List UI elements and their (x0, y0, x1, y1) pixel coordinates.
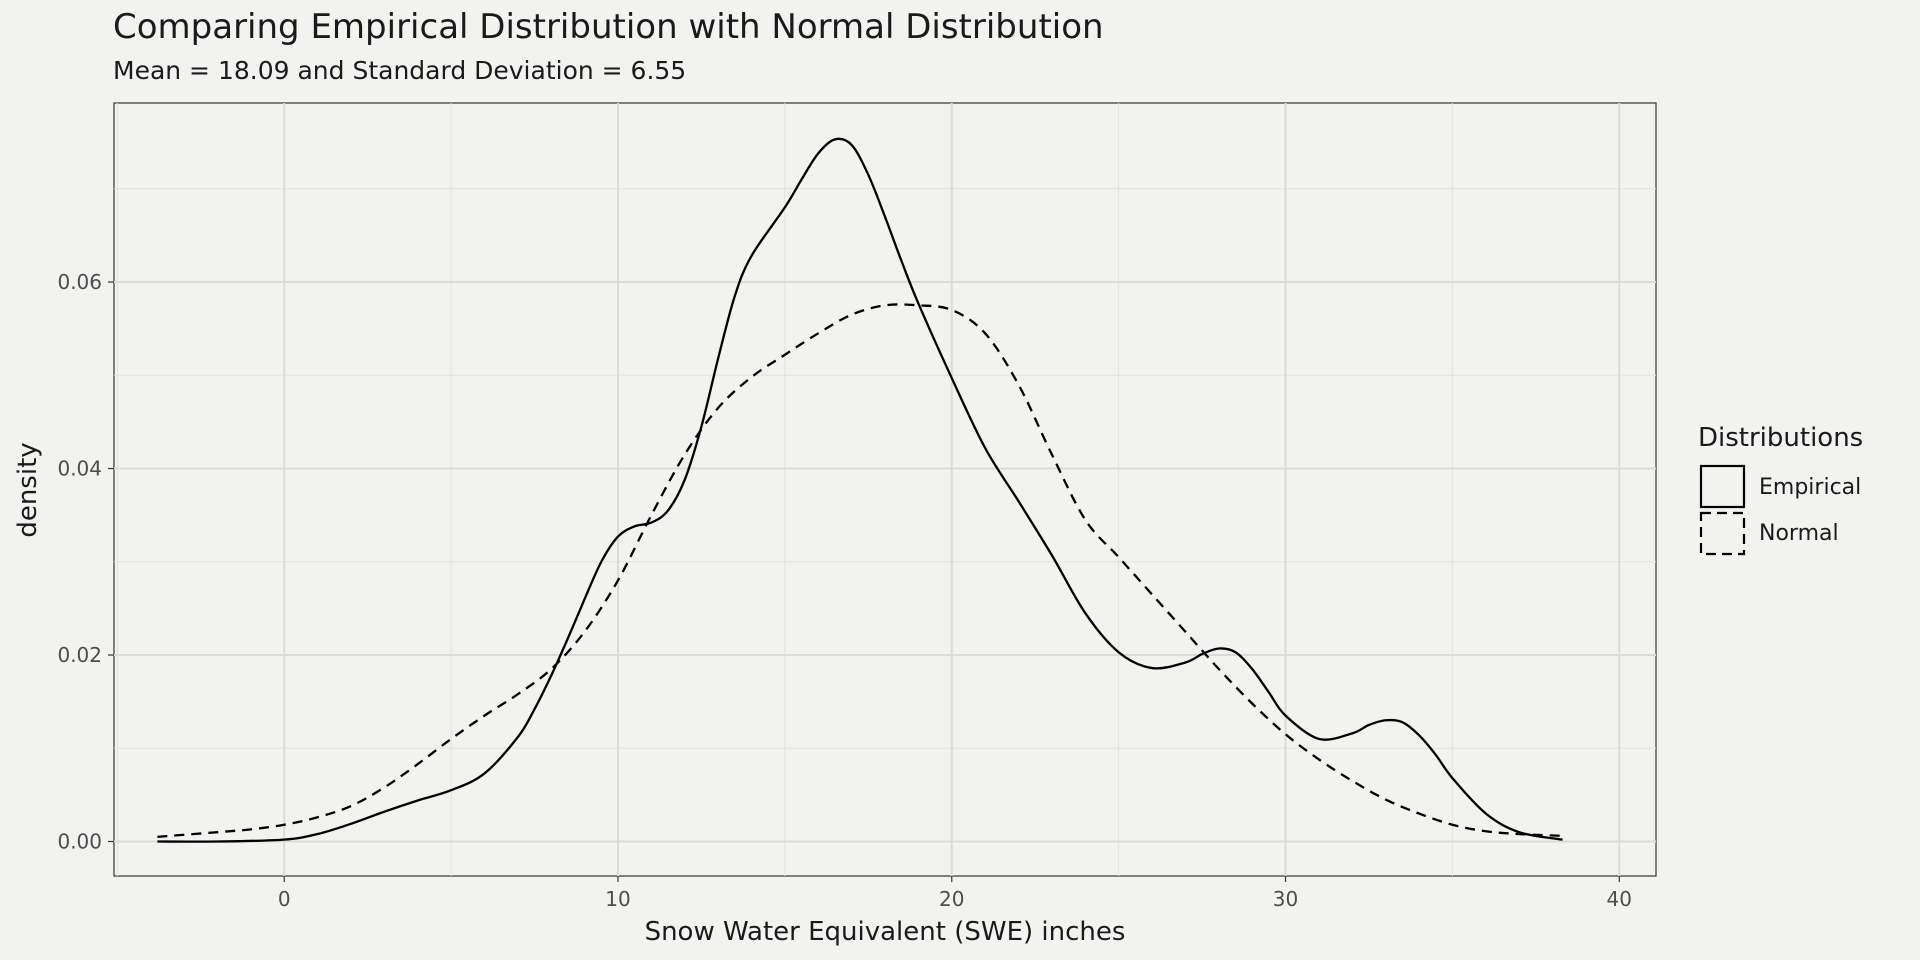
legend-label-empirical: Empirical (1759, 475, 1861, 500)
chart-title: Comparing Empirical Distribution with No… (113, 7, 1104, 47)
minor-gridlines (114, 103, 1656, 876)
x-tick-label: 20 (939, 887, 964, 911)
y-axis-title: density (13, 442, 43, 537)
legend-key-normal (1699, 511, 1746, 556)
x-axis: 0 10 20 30 40 (278, 876, 1632, 911)
x-tick-label: 10 (605, 887, 630, 911)
series-line-empirical (157, 137, 1563, 843)
plot-panel (113, 102, 1657, 877)
y-axis: 0.00 0.02 0.04 0.06 (57, 270, 114, 853)
x-axis-title: Snow Water Equivalent (SWE) inches (645, 917, 1126, 947)
x-tick-label: 0 (278, 887, 291, 911)
series-layer (157, 137, 1563, 843)
chart-subtitle: Mean = 18.09 and Standard Deviation = 6.… (113, 56, 686, 85)
legend: Distributions Empirical Normal (1698, 423, 1863, 556)
legend-key-empirical (1699, 464, 1746, 509)
y-tick-label: 0.06 (57, 270, 102, 294)
x-tick-label: 40 (1607, 887, 1632, 911)
legend-title: Distributions (1698, 423, 1863, 453)
x-tick-label: 30 (1273, 887, 1298, 911)
major-gridlines (114, 103, 1656, 876)
y-tick-label: 0.04 (57, 457, 102, 481)
y-tick-label: 0.02 (57, 643, 102, 667)
series-line-normal (157, 303, 1563, 838)
y-tick-label: 0.00 (57, 829, 102, 853)
legend-label-normal: Normal (1759, 521, 1839, 546)
